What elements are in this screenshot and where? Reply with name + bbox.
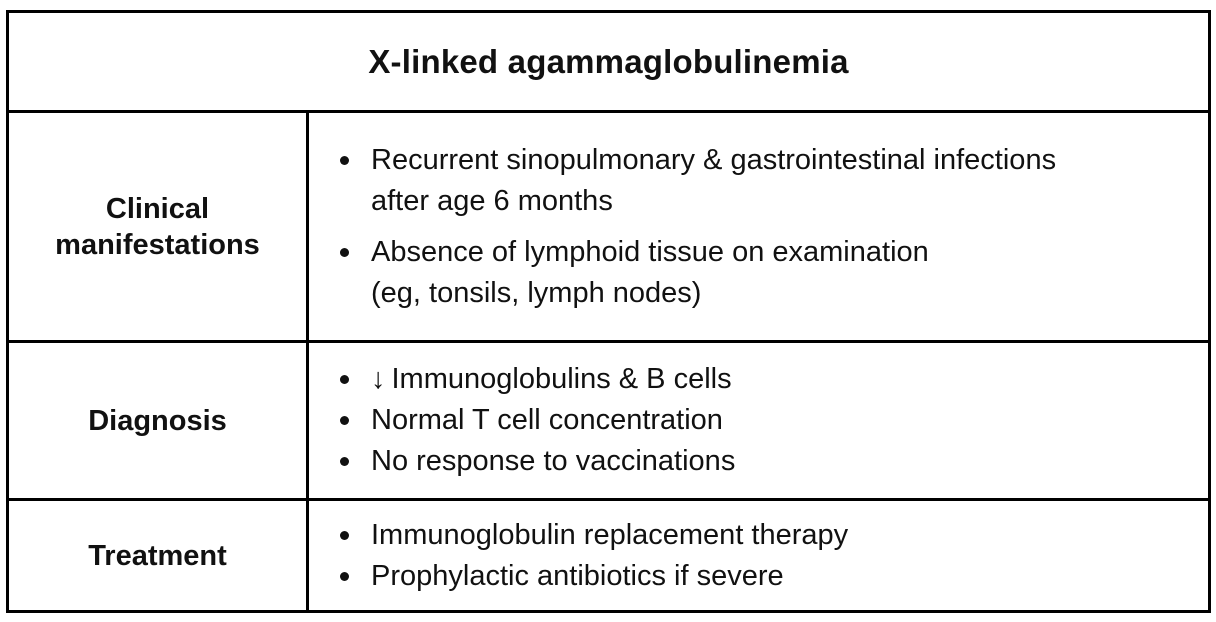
bullet-text: after age 6 months (371, 184, 613, 217)
bullet-list: Recurrent sinopulmonary & gastrointestin… (337, 140, 1188, 314)
bullet-item: No response to vaccinations (337, 441, 1188, 482)
bullet-text: No response to vaccinations (371, 445, 736, 477)
table-title-row: X-linked agammaglobulinemia (9, 13, 1208, 113)
bullet-text: Recurrent sinopulmonary & gastrointestin… (371, 143, 1057, 176)
row-label-line: manifestations (55, 228, 260, 261)
row-label-line: Treatment (88, 539, 227, 572)
row-label-line: Clinical (105, 192, 210, 225)
bullet-item: Recurrent sinopulmonary & gastrointestin… (337, 140, 1188, 222)
bullet-text: Prophylactic antibiotics if severe (371, 559, 784, 592)
bullet-text: Immunoglobulins & B cells (391, 363, 732, 395)
row-clinical-manifestations: Clinical manifestations Recurrent sinopu… (9, 113, 1208, 343)
bullet-text: Immunoglobulin replacement therapy (371, 518, 849, 551)
row-label-line: Diagnosis (88, 404, 227, 437)
table-title: X-linked agammaglobulinemia (368, 42, 849, 80)
row-label: Diagnosis (88, 403, 227, 439)
bullet-list: Immunoglobulin replacement therapy Proph… (337, 515, 1188, 597)
bullet-text: Absence of lymphoid tissue on examinatio… (371, 235, 929, 268)
bullet-item: Absence of lymphoid tissue on examinatio… (337, 232, 1188, 314)
bullet-text: Normal T cell concentration (371, 404, 723, 436)
bullet-item: ↓ Immunoglobulins & B cells (337, 359, 1188, 400)
row-label-cell: Clinical manifestations (9, 113, 309, 340)
summary-table: X-linked agammaglobulinemia Clinical man… (6, 10, 1211, 613)
bullet-item: Prophylactic antibiotics if severe (337, 556, 1188, 597)
row-label-cell: Treatment (9, 501, 309, 610)
bullet-list: ↓ Immunoglobulins & B cells Normal T cell… (337, 359, 1188, 482)
row-label: Treatment (88, 538, 227, 574)
row-treatment: Treatment Immunoglobulin replacement the… (9, 501, 1208, 610)
bullet-text: (eg, tonsils, lymph nodes) (371, 276, 702, 309)
row-label-cell: Diagnosis (9, 343, 309, 498)
row-label: Clinical manifestations (55, 191, 260, 263)
row-content-cell: ↓ Immunoglobulins & B cells Normal T cell… (309, 343, 1208, 498)
bullet-item: Normal T cell concentration (337, 400, 1188, 441)
row-diagnosis: Diagnosis ↓ Immunoglobulins & B cells Nor… (9, 343, 1208, 501)
row-content-cell: Recurrent sinopulmonary & gastrointestin… (309, 113, 1208, 340)
down-arrow-icon: ↓ (371, 363, 386, 395)
row-content-cell: Immunoglobulin replacement therapy Proph… (309, 501, 1208, 610)
bullet-item: Immunoglobulin replacement therapy (337, 515, 1188, 556)
